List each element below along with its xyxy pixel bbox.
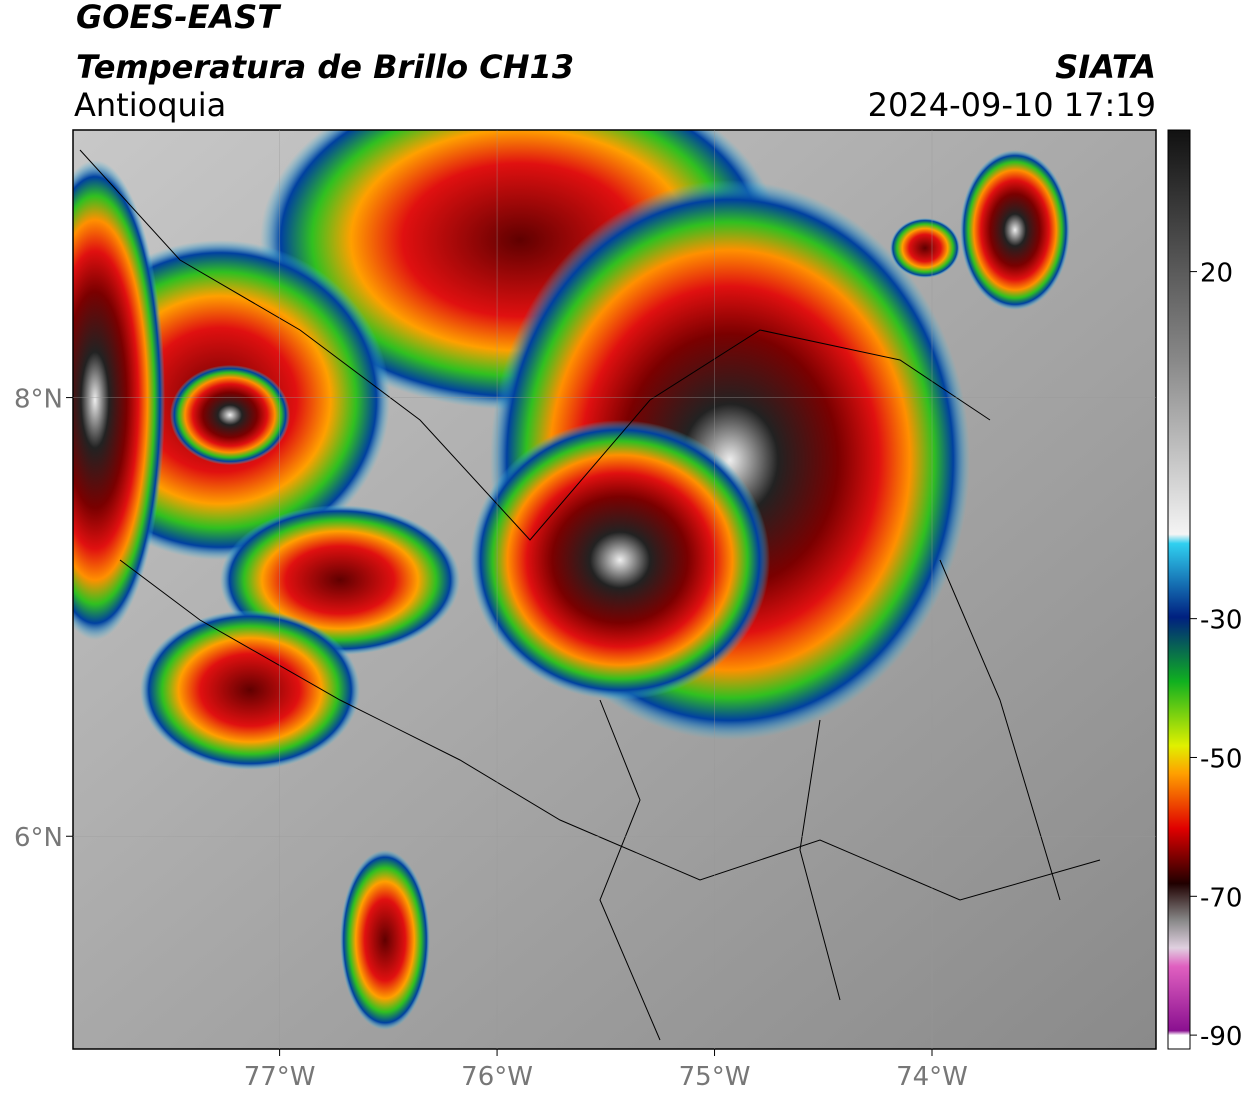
colorbar-tick-label: -90 bbox=[1200, 1022, 1242, 1052]
y-tick-label: 6°N bbox=[14, 823, 63, 853]
region: Antioquia bbox=[74, 86, 226, 124]
x-tick-label: 76°W bbox=[461, 1062, 533, 1092]
timestamp: 2024-09-10 17:19 bbox=[868, 86, 1156, 124]
x-tick-label: 77°W bbox=[244, 1062, 316, 1092]
colorbar-tick-label: -30 bbox=[1200, 606, 1242, 636]
title: GOES-EAST bbox=[76, 0, 281, 36]
source: SIATA bbox=[1055, 48, 1156, 86]
y-tick-label: 8°N bbox=[14, 385, 63, 415]
colorbar-tick-label: -50 bbox=[1200, 744, 1242, 774]
map-image bbox=[73, 130, 1156, 1049]
x-tick-label: 75°W bbox=[679, 1062, 751, 1092]
x-tick-label: 74°W bbox=[896, 1062, 968, 1092]
subtitle: Temperatura de Brillo CH13 bbox=[76, 48, 574, 86]
colorbar-tick-label: -70 bbox=[1200, 883, 1242, 913]
colorbar-tick-label: 20 bbox=[1200, 259, 1233, 289]
colorbar bbox=[1167, 129, 1191, 1050]
map-frame bbox=[72, 129, 1157, 1050]
